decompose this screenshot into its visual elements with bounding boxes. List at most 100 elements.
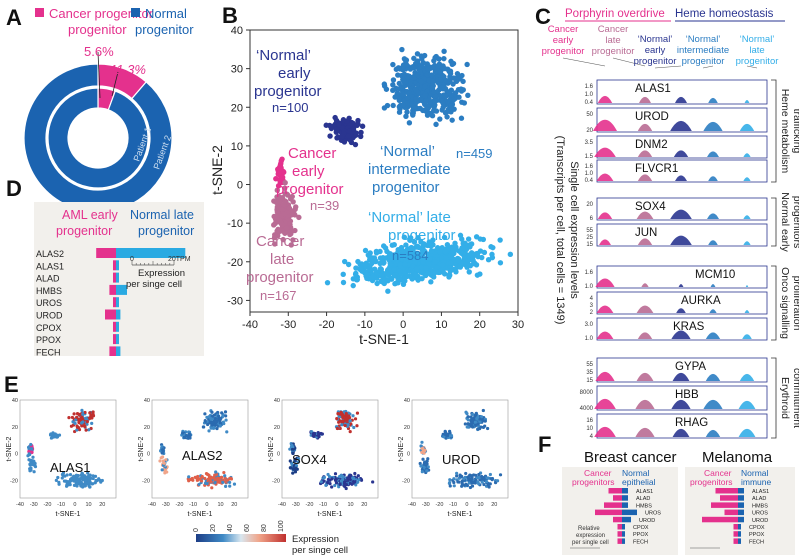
tsne-point — [278, 158, 284, 164]
e-point — [326, 480, 330, 485]
e-point — [460, 482, 464, 486]
e-point — [464, 482, 468, 486]
tsne-point — [420, 59, 426, 66]
e-ytick: -20 — [402, 479, 410, 485]
tsne-point — [437, 69, 444, 75]
e-xtick: -30 — [422, 502, 430, 508]
f-right-leg-left-2: progenitors — [690, 477, 733, 487]
tsne-point — [450, 60, 457, 67]
violin — [599, 239, 611, 245]
e-point — [86, 471, 90, 475]
tsne-point — [400, 63, 406, 70]
tsne-point — [433, 108, 440, 114]
e-point — [91, 476, 95, 481]
column-header: late — [605, 35, 620, 46]
label-normal-late-2: progenitor — [388, 227, 456, 244]
tsne-point — [399, 91, 405, 97]
f-bar-normal — [622, 524, 625, 530]
e-point — [455, 471, 459, 475]
tsne-point — [415, 235, 421, 241]
e-point — [352, 425, 356, 430]
e-point — [219, 416, 223, 421]
tsne-point — [372, 258, 379, 265]
tsne-point — [401, 234, 408, 240]
e-point — [452, 484, 456, 488]
e-point — [335, 426, 339, 431]
scale-0: 0 — [130, 256, 134, 263]
tsne-point — [400, 102, 406, 108]
violin — [641, 283, 649, 287]
f-gene-label: ALAD — [752, 496, 766, 502]
e-point — [80, 421, 84, 425]
tsne-point — [352, 271, 359, 277]
e-point — [452, 480, 456, 485]
gene-tick: 1.6 — [585, 164, 594, 170]
group-label: progenitors — [791, 196, 799, 249]
e-point — [334, 481, 339, 485]
d-bar-normal — [116, 260, 119, 271]
tsne-point — [432, 102, 438, 108]
gene-name: GYPA — [675, 361, 706, 373]
panel-f-bar-charts: Breast cancer Melanoma Cancer progenitor… — [570, 449, 773, 549]
violin — [636, 211, 654, 219]
colorbar-label-1: Expression — [292, 534, 339, 545]
e-point — [312, 431, 316, 435]
e-xtick: 20 — [361, 502, 367, 508]
violin — [743, 215, 751, 219]
tsne-point — [411, 239, 418, 245]
e-point — [458, 473, 462, 477]
label-normal-early-3: progenitor — [254, 83, 322, 100]
f-bar-cancer — [720, 495, 738, 501]
tsne-point — [394, 90, 401, 96]
e-point — [448, 484, 452, 488]
tsne-point — [381, 105, 388, 111]
tsne-point — [423, 272, 429, 279]
e-point — [32, 470, 36, 474]
panel-b-tsne-scatter: -40 -30 -20 -10 0 10 20 30 40 30 20 10 0 -10 -20 -30 t-… — [209, 25, 524, 347]
tsne-point — [426, 241, 432, 247]
e-point — [464, 471, 468, 476]
e-point — [473, 413, 478, 417]
e-point — [464, 410, 468, 414]
d-bar-normal — [116, 297, 119, 308]
e-point — [184, 434, 188, 438]
e-point — [209, 426, 213, 430]
tsne-point — [392, 281, 398, 287]
e-xtick: -10 — [319, 502, 327, 508]
e-point — [211, 414, 215, 418]
tsne-point — [429, 64, 436, 71]
gene-tick: 0.4 — [585, 100, 594, 106]
e-xtick: -40 — [408, 502, 416, 508]
e-point — [68, 472, 73, 477]
tsne-point — [281, 211, 287, 217]
violin — [595, 371, 615, 381]
tsne-point — [455, 257, 462, 264]
e-point — [335, 417, 339, 421]
violin — [708, 240, 718, 245]
x-tick-label: -30 — [280, 319, 296, 331]
d-bar-normal — [116, 346, 121, 356]
panel-c-letter: C — [535, 4, 551, 29]
violin — [742, 334, 752, 339]
tsne-point — [465, 253, 472, 259]
d-category-label: FECH — [36, 347, 61, 356]
e-point — [421, 446, 425, 451]
e-point — [70, 415, 74, 420]
tsne-point — [382, 245, 389, 251]
e-point — [204, 472, 209, 476]
x-axis-label: t-SNE-1 — [359, 331, 409, 347]
e-point — [477, 472, 481, 477]
x-tick-label: 30 — [512, 319, 524, 331]
tsne-point — [429, 113, 436, 119]
f-bar-normal — [622, 488, 628, 494]
y-tick-label: 30 — [231, 64, 243, 76]
tsne-point — [465, 257, 472, 264]
violin — [745, 285, 749, 287]
e-point — [339, 419, 343, 423]
e-point — [420, 450, 424, 455]
e-point — [294, 466, 298, 470]
f-bar-normal — [738, 509, 744, 516]
e-point — [72, 477, 76, 481]
e-point — [338, 474, 342, 479]
violin — [671, 399, 691, 409]
